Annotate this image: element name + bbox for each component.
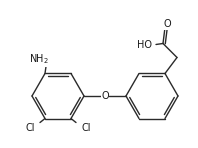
Text: Cl: Cl — [25, 123, 35, 132]
Text: O: O — [163, 20, 171, 29]
Text: Cl: Cl — [81, 123, 91, 132]
Text: HO: HO — [137, 41, 152, 50]
Text: NH$_2$: NH$_2$ — [29, 53, 49, 66]
Text: O: O — [101, 91, 109, 101]
